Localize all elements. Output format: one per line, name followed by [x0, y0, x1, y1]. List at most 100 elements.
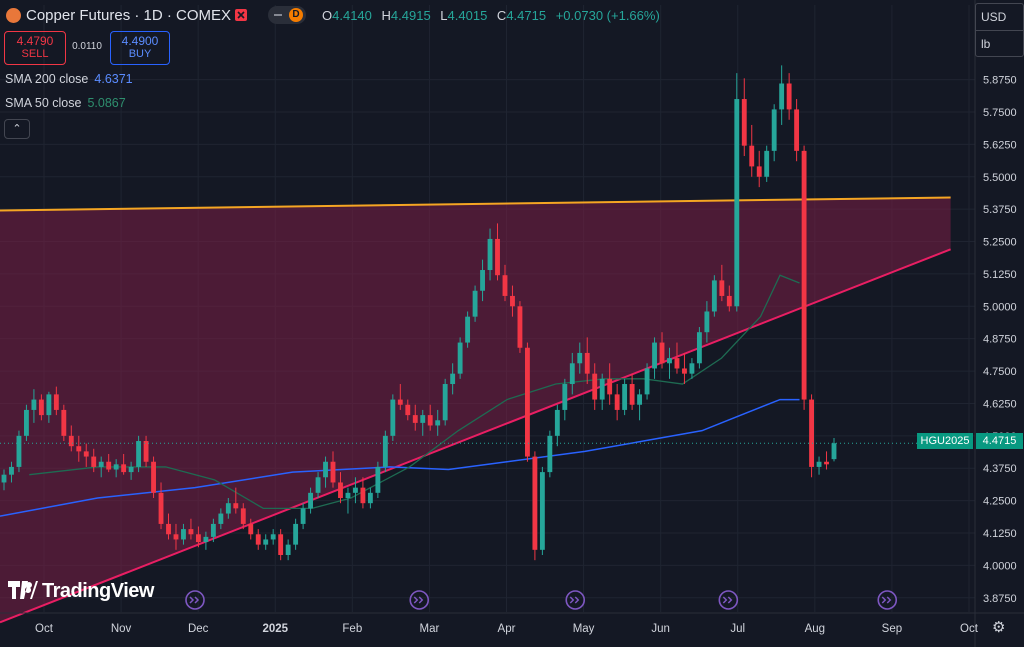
candle[interactable]	[270, 529, 276, 545]
candle[interactable]	[255, 529, 261, 550]
candle[interactable]	[382, 430, 388, 473]
chevron-up-icon[interactable]: ⌃	[4, 119, 30, 139]
candle[interactable]	[308, 487, 314, 514]
event-marker-icon[interactable]	[877, 590, 898, 610]
candle[interactable]	[584, 337, 590, 385]
candle[interactable]	[53, 386, 59, 416]
candle[interactable]	[831, 438, 837, 462]
candle[interactable]	[315, 472, 321, 499]
visibility-toggle[interactable]: D	[268, 6, 306, 24]
candle[interactable]	[353, 477, 358, 504]
candle[interactable]	[450, 363, 456, 395]
sell-button[interactable]: 4.4790 SELL	[4, 31, 66, 65]
candle[interactable]	[210, 518, 216, 543]
event-marker-icon[interactable]	[718, 590, 739, 610]
candle[interactable]	[502, 264, 508, 302]
candle[interactable]	[539, 466, 545, 556]
candle[interactable]	[233, 487, 239, 514]
candle[interactable]	[98, 456, 104, 478]
candle[interactable]	[367, 487, 373, 509]
indicator-sma200[interactable]: SMA 200 close 4.6371	[5, 72, 133, 86]
candle[interactable]	[607, 363, 613, 405]
candle[interactable]	[517, 301, 523, 353]
candle[interactable]	[330, 451, 336, 488]
candle[interactable]	[121, 453, 127, 475]
candle[interactable]	[816, 456, 822, 475]
candle[interactable]	[771, 104, 777, 162]
candle[interactable]	[667, 347, 672, 379]
candle[interactable]	[9, 461, 14, 483]
candle[interactable]	[427, 404, 433, 431]
candle[interactable]	[323, 456, 328, 488]
candle[interactable]	[278, 529, 284, 561]
candle[interactable]	[592, 363, 598, 410]
candle[interactable]	[465, 311, 471, 348]
candle[interactable]	[547, 430, 553, 478]
candle[interactable]	[16, 430, 22, 473]
candle[interactable]	[225, 498, 231, 519]
candle[interactable]	[158, 482, 164, 530]
candle[interactable]	[113, 459, 119, 478]
candle[interactable]	[622, 378, 628, 416]
candle[interactable]	[682, 352, 687, 385]
candle[interactable]	[749, 124, 755, 177]
candle[interactable]	[764, 145, 770, 182]
candle[interactable]	[38, 394, 44, 421]
candle[interactable]	[659, 332, 665, 369]
candle[interactable]	[106, 453, 112, 473]
candle[interactable]	[143, 435, 149, 467]
event-marker-icon[interactable]	[185, 590, 205, 610]
candle[interactable]	[532, 451, 538, 561]
candle[interactable]	[188, 518, 194, 540]
candle[interactable]	[824, 451, 829, 470]
candle[interactable]	[412, 404, 418, 431]
candle[interactable]	[24, 404, 29, 442]
candle[interactable]	[599, 373, 605, 410]
candle[interactable]	[495, 223, 500, 281]
candle[interactable]	[614, 384, 620, 421]
candle[interactable]	[569, 352, 575, 395]
event-marker-icon[interactable]	[409, 590, 430, 610]
candle[interactable]	[674, 342, 680, 374]
candle[interactable]	[794, 99, 800, 162]
candle[interactable]	[405, 399, 411, 421]
candle[interactable]	[719, 264, 725, 302]
buy-button[interactable]: 4.4900 BUY	[110, 31, 170, 65]
event-marker-icon[interactable]	[565, 590, 586, 610]
candle[interactable]	[562, 378, 568, 421]
candle[interactable]	[68, 425, 74, 452]
candle[interactable]	[300, 503, 306, 530]
candle[interactable]	[711, 275, 717, 317]
candle[interactable]	[136, 435, 142, 473]
candle[interactable]	[76, 435, 82, 462]
indicator-sma50[interactable]: SMA 50 close 5.0867	[5, 96, 126, 110]
candle[interactable]	[644, 363, 650, 400]
candle[interactable]	[756, 150, 762, 188]
candle[interactable]	[345, 487, 351, 514]
candle[interactable]	[442, 378, 448, 426]
candle[interactable]	[726, 285, 732, 312]
candle[interactable]	[151, 456, 156, 499]
candle[interactable]	[375, 461, 381, 499]
currency-unit-panel[interactable]: USD lb	[975, 3, 1024, 57]
candle[interactable]	[91, 448, 97, 473]
candle[interactable]	[554, 404, 560, 447]
candle[interactable]	[293, 518, 299, 550]
candle[interactable]	[263, 534, 269, 550]
unit-select[interactable]: lb	[976, 30, 1023, 57]
candle[interactable]	[285, 539, 291, 561]
candle[interactable]	[397, 384, 403, 410]
candle[interactable]	[689, 358, 695, 379]
candle[interactable]	[577, 342, 583, 374]
gear-icon[interactable]: ⚙	[992, 619, 1006, 636]
upper-trendline[interactable]	[0, 196, 951, 212]
candle[interactable]	[435, 409, 441, 436]
candle[interactable]	[83, 443, 89, 467]
candle[interactable]	[480, 259, 485, 302]
candle[interactable]	[240, 503, 246, 530]
candle[interactable]	[510, 285, 515, 317]
candle[interactable]	[696, 327, 702, 369]
candle[interactable]	[1, 469, 7, 491]
candle[interactable]	[741, 78, 747, 157]
